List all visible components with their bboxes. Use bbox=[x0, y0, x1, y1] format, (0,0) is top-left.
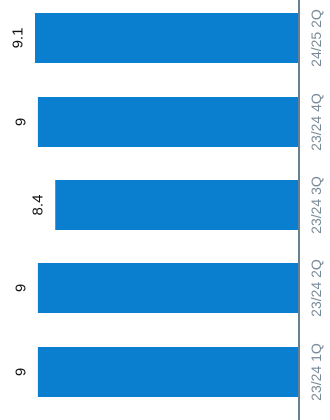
value-label-3: 8.4 bbox=[30, 195, 47, 216]
value-label-1: 9 bbox=[12, 368, 29, 376]
value-labels-group: 9 9 8.4 9 9.1 bbox=[10, 28, 47, 377]
tick-labels-group: 23/24 1Q 23/24 2Q 23/24 3Q 23/24 4Q 24/25 2Q bbox=[308, 9, 324, 401]
value-label-2: 9 bbox=[12, 284, 29, 292]
bar-5 bbox=[35, 13, 298, 63]
bar-1 bbox=[37, 347, 299, 397]
value-label-5: 9.1 bbox=[10, 28, 27, 49]
tick-label-5: 24/25 2Q bbox=[308, 9, 324, 67]
bars-group bbox=[35, 13, 299, 397]
tick-label-3: 23/24 3Q bbox=[308, 176, 324, 234]
bar-4 bbox=[37, 97, 299, 147]
bar-2 bbox=[37, 263, 299, 313]
tick-label-2: 23/24 2Q bbox=[308, 259, 324, 317]
tick-label-4: 23/24 4Q bbox=[308, 93, 324, 151]
tick-label-1: 23/24 1Q bbox=[308, 343, 324, 401]
value-label-4: 9 bbox=[12, 118, 29, 126]
bar-3 bbox=[55, 180, 298, 230]
